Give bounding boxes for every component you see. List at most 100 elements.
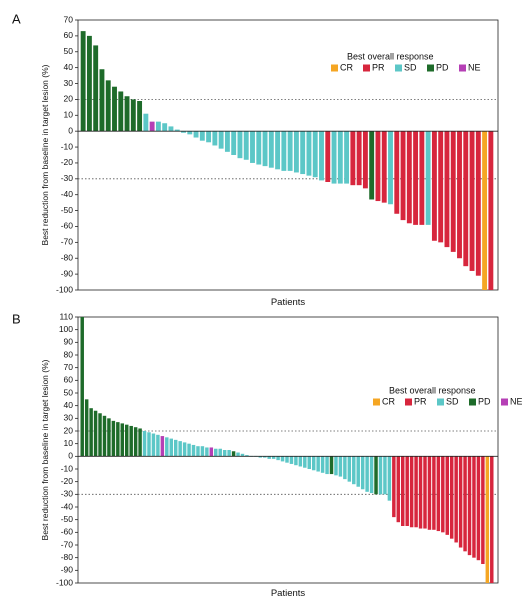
y-tick-label: 10 (64, 438, 74, 448)
y-tick-label: -60 (61, 221, 74, 231)
legend-swatch-ne (501, 398, 508, 406)
bar-patient-43 (267, 456, 271, 459)
y-tick-label: 110 (59, 311, 73, 321)
bar-patient-77 (418, 456, 423, 529)
y-tick-label: 0 (68, 125, 73, 135)
bar-patient-20 (165, 437, 169, 457)
bar-patient-12 (129, 425, 133, 457)
legend-title: Best overall response (347, 51, 434, 61)
bar-patient-4 (99, 69, 105, 132)
bar-patient-37 (306, 131, 312, 176)
bar-patient-44 (350, 131, 356, 186)
bar-patient-82 (441, 456, 445, 533)
bar-patient-10 (137, 101, 143, 132)
bar-patient-54 (413, 131, 419, 225)
bar-patient-9 (130, 99, 136, 132)
y-tick-label: 50 (64, 46, 74, 56)
bar-patient-50 (388, 131, 393, 205)
bar-patient-85 (454, 456, 458, 543)
bar-patient-74 (405, 456, 409, 526)
bar-patient-61 (347, 456, 352, 482)
bar-patient-31 (268, 131, 274, 168)
bar-patient-34 (227, 450, 231, 457)
bar-patient-11 (143, 113, 149, 132)
bar-patient-23 (178, 441, 182, 457)
legend-swatch-pr (405, 398, 412, 406)
bar-patient-84 (449, 456, 454, 539)
bar-patient-40 (325, 131, 331, 182)
bar-patient-43 (344, 131, 350, 184)
bar-patient-36 (300, 131, 306, 175)
bar-patient-38 (312, 131, 318, 178)
bar-patient-81 (436, 456, 441, 532)
bar-patient-6 (102, 415, 107, 457)
bar-patient-52 (400, 131, 406, 221)
y-tick-label: -20 (61, 476, 74, 486)
bar-patient-41 (331, 131, 337, 184)
y-tick-label: 40 (64, 400, 74, 410)
bar-patient-27 (243, 131, 249, 160)
y-tick-label: 30 (64, 78, 74, 88)
bar-patient-42 (337, 131, 343, 184)
y-tick-label: 10 (64, 110, 74, 120)
y-tick-label: -70 (61, 539, 74, 549)
y-axis-label: Best reduction from baseline in target l… (40, 359, 50, 540)
bar-patient-15 (142, 431, 147, 457)
y-tick-label: -100 (56, 284, 73, 294)
bar-patient-13 (133, 427, 138, 457)
bar-patient-21 (169, 438, 173, 457)
bar-patient-18 (187, 131, 193, 135)
bar-patient-42 (263, 456, 267, 458)
bar-patient-47 (369, 131, 375, 200)
bar-patient-59 (444, 131, 450, 248)
bar-patient-28 (200, 446, 205, 457)
legend-swatch-ne (459, 64, 466, 72)
y-tick-label: 70 (64, 362, 74, 372)
bar-patient-25 (187, 443, 191, 457)
bar-patient-23 (218, 131, 224, 149)
bar-patient-60 (450, 131, 456, 252)
bar-patient-14 (162, 123, 168, 132)
bar-patient-46 (362, 131, 368, 189)
panel-a-waterfall: A 70 60 50 40 30 20 10 0 -10 -20 -30 -40 -50 -60 -70 -80… (12, 11, 499, 308)
bar-patient-39 (319, 131, 324, 181)
bar-patient-36 (236, 452, 240, 457)
legend-swatch-cr (331, 64, 338, 72)
y-tick-label: -80 (61, 552, 74, 562)
y-axis-label: Best reduction from baseline in target l… (40, 64, 50, 245)
y-tick-label: -10 (61, 141, 74, 151)
bar-patient-72 (396, 456, 401, 523)
y-tick-label: 100 (59, 324, 73, 334)
y-tick-label: 90 (64, 337, 74, 347)
bar-patient-58 (334, 456, 338, 476)
bar-patient-4 (93, 410, 98, 457)
bar-patient-63 (356, 456, 360, 487)
bar-patient-68 (378, 456, 383, 495)
legend-title: Best overall response (389, 385, 476, 395)
bar-patient-1 (80, 31, 86, 132)
y-tick-label: -50 (61, 205, 74, 215)
bar-patient-45 (276, 456, 280, 461)
y-tick-label: -20 (61, 157, 74, 167)
legend-swatch-sd (437, 398, 444, 406)
bar-patient-70 (387, 456, 392, 501)
bar-patient-17 (181, 131, 186, 133)
bar-patient-7 (118, 91, 124, 132)
y-tick-label: 40 (64, 62, 74, 72)
bar-patient-69 (383, 456, 387, 495)
bar-patient-80 (432, 456, 436, 530)
bar-patient-8 (124, 96, 130, 132)
bar-patient-57 (329, 456, 334, 475)
bar-patient-54 (316, 456, 320, 472)
legend-swatch-pr (363, 64, 370, 72)
bar-patient-19 (193, 131, 199, 138)
bar-patient-8 (111, 420, 116, 457)
bar-patient-64 (360, 456, 365, 490)
bar-patient-21 (206, 131, 212, 143)
bar-patient-13 (155, 121, 161, 132)
bar-patient-75 (409, 456, 414, 528)
bar-patient-90 (476, 456, 481, 561)
legend-label-sd: SD (404, 62, 417, 72)
bar-patient-64 (475, 131, 481, 276)
